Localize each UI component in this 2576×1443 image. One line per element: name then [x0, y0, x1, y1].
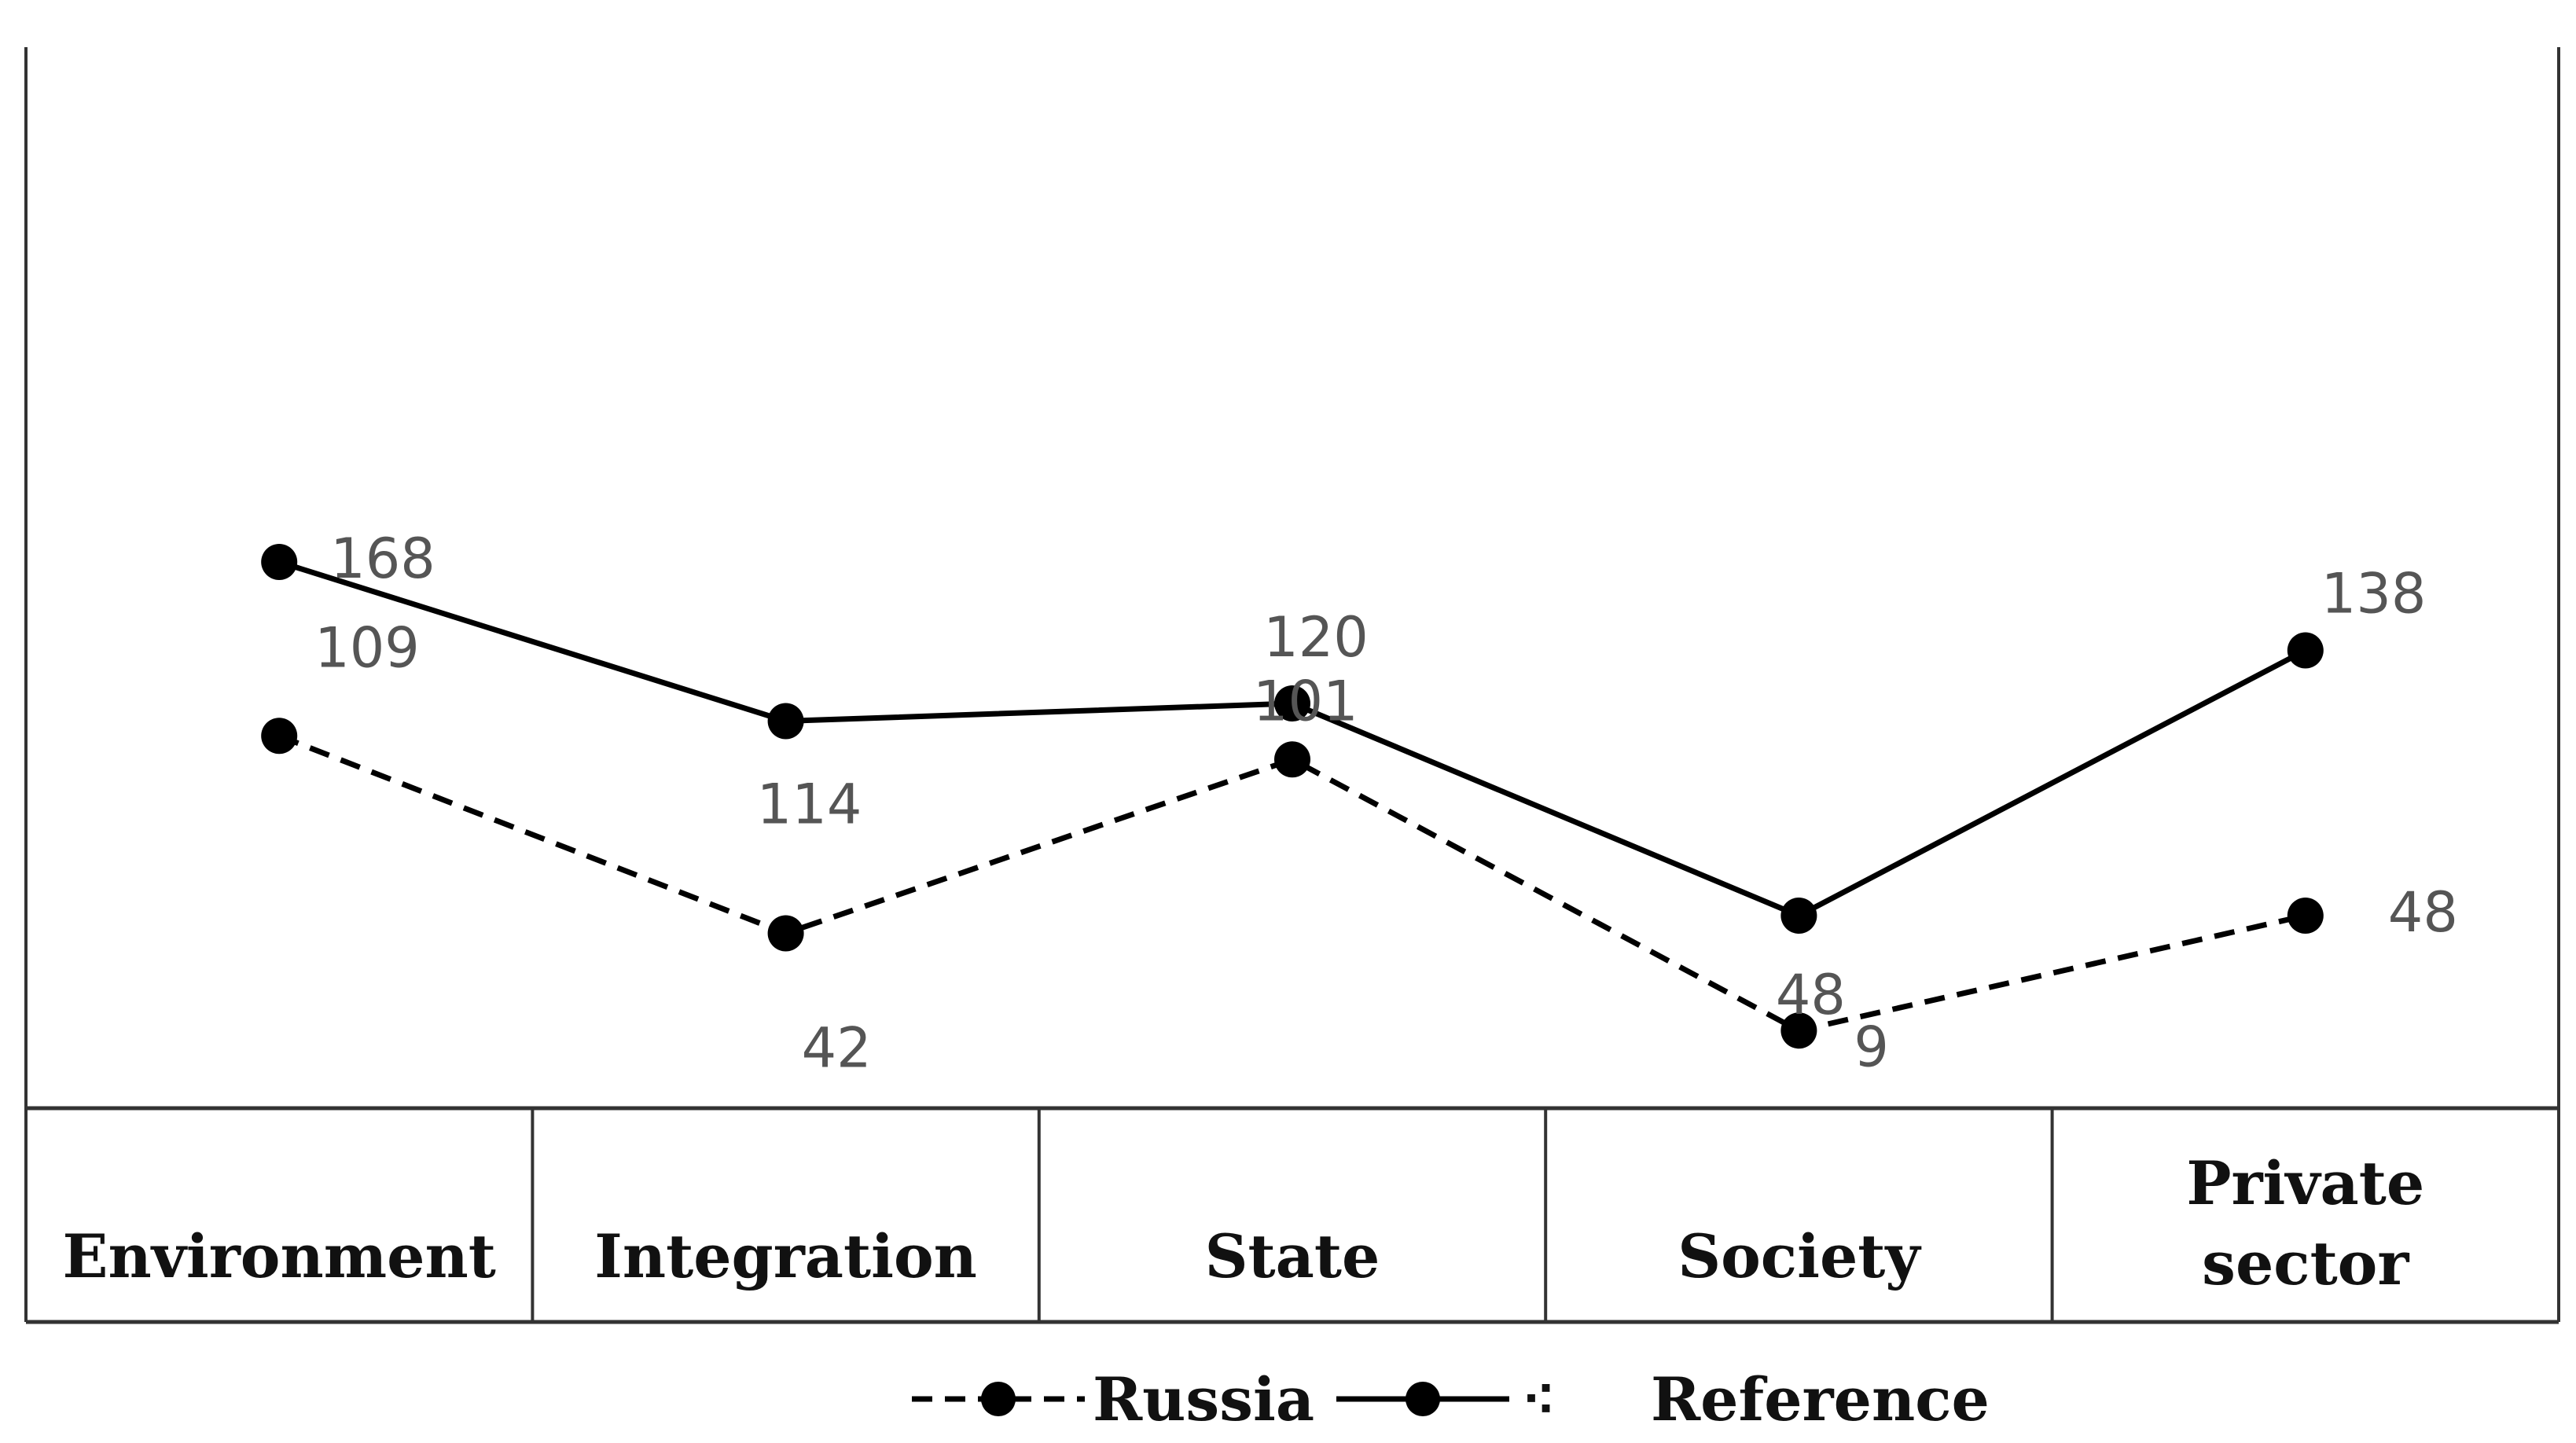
data-point-reference [261, 544, 298, 580]
data-points [261, 544, 2324, 1049]
legend-stray-glyph: ⁖ [1521, 1364, 1556, 1434]
legend: Russia Reference ⁖ [912, 1364, 1990, 1434]
data-point-russia [261, 718, 298, 755]
data-point-russia [1274, 741, 1310, 778]
category-label: Environment [63, 1221, 496, 1291]
category-label: Integration [594, 1221, 977, 1291]
data-label-russia: 9 [1854, 1015, 1889, 1079]
data-point-reference [1780, 898, 1817, 934]
data-label-russia: 101 [1253, 669, 1358, 733]
data-point-russia [767, 915, 804, 952]
category-label: sector [2202, 1228, 2409, 1298]
data-label-russia: 42 [802, 1016, 872, 1081]
data-label-reference: 114 [757, 773, 862, 837]
legend-marker-russia [981, 1382, 1016, 1416]
series-line-russia [277, 733, 2306, 1034]
category-label: State [1205, 1221, 1380, 1291]
data-label-reference: 48 [1776, 963, 1846, 1027]
data-point-reference [767, 703, 804, 740]
data-label-reference: 138 [2321, 562, 2427, 626]
data-label-russia: 48 [2388, 880, 2458, 945]
data-label-russia: 109 [314, 615, 420, 680]
data-point-reference [1274, 685, 1310, 722]
data-point-russia [1780, 1012, 1817, 1049]
legend-label-reference: Reference [1651, 1364, 1990, 1434]
data-label-reference: 120 [1263, 605, 1369, 670]
legend-label-russia: Russia [1093, 1364, 1314, 1434]
data-label-reference: 168 [330, 527, 435, 591]
category-label: Private [2186, 1148, 2424, 1218]
data-point-russia [2287, 898, 2324, 934]
category-label: Society [1678, 1221, 1921, 1291]
category-table: Environment Integration State Society Privat… [26, 1106, 2559, 1324]
data-point-reference [2287, 632, 2324, 669]
legend-marker-reference [1406, 1382, 1440, 1416]
